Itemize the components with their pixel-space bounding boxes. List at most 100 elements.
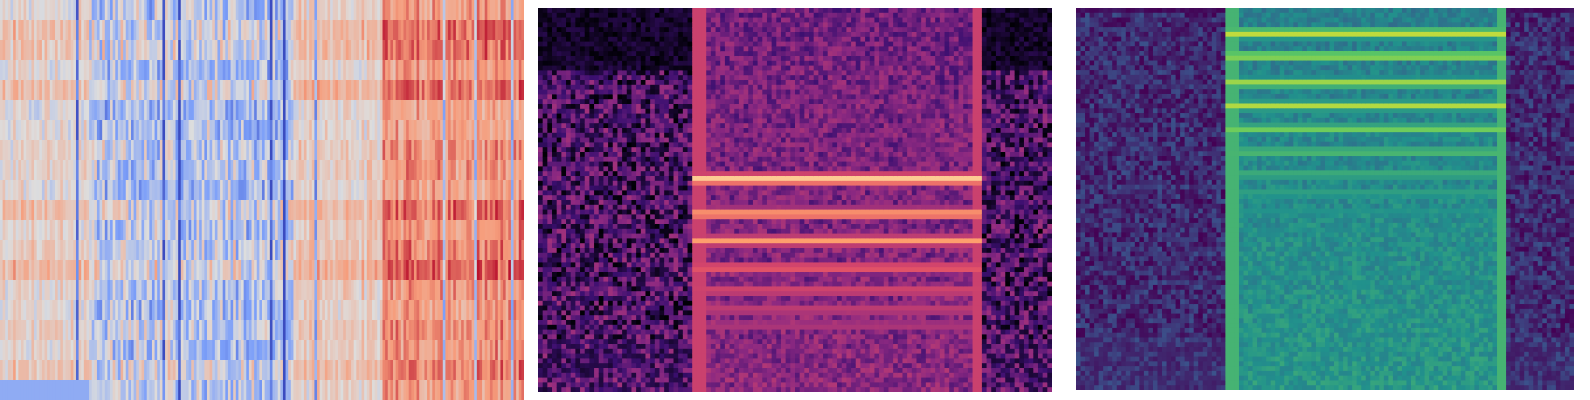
spectrogram-cell xyxy=(552,84,558,91)
heatmap-cell xyxy=(448,200,452,221)
spectrogram-cell xyxy=(594,137,600,143)
heatmap-cell xyxy=(102,100,106,121)
spectrogram-cell xyxy=(538,248,544,254)
heatmap-cell xyxy=(259,220,263,241)
spectrogram-cell xyxy=(542,291,548,297)
heatmap-cell xyxy=(497,260,502,281)
heatmap-cell xyxy=(505,60,509,81)
heatmap-cell xyxy=(492,180,496,201)
heatmap-cell xyxy=(393,320,397,341)
heatmap-cell xyxy=(429,60,433,81)
heatmap-cell xyxy=(495,260,499,281)
heatmap-cell xyxy=(60,340,64,361)
spectrogram-cell xyxy=(589,190,595,196)
heatmap-cell xyxy=(398,20,402,41)
heatmap-cell xyxy=(117,240,122,261)
heatmap-cell xyxy=(303,180,308,201)
spectrogram-cell xyxy=(594,27,600,33)
heatmap-cell xyxy=(60,320,64,341)
heatmap-cell xyxy=(112,160,116,181)
spectrogram-cell xyxy=(561,80,567,86)
heatmap-cell xyxy=(372,140,376,161)
spectrogram-cell xyxy=(584,152,590,158)
heatmap-cell xyxy=(400,240,405,261)
heatmap-cell xyxy=(39,320,43,341)
heatmap-cell xyxy=(285,360,289,381)
spectrogram-cell xyxy=(538,89,544,95)
heatmap-cell xyxy=(151,120,156,141)
heatmap-cell xyxy=(125,140,129,161)
spectrogram-cell xyxy=(538,142,544,148)
spectrogram-cell xyxy=(580,46,586,52)
heatmap-cell xyxy=(262,180,266,201)
heatmap-cell xyxy=(267,280,271,301)
spectrogram-cell xyxy=(584,252,590,259)
heatmap-cell xyxy=(390,300,394,321)
heatmap-cell xyxy=(241,140,245,161)
heatmap-cell xyxy=(301,180,305,201)
heatmap-cell xyxy=(434,120,439,141)
spectrogram-cell xyxy=(552,8,558,14)
heatmap-cell xyxy=(146,260,150,281)
heatmap-cell xyxy=(327,380,331,400)
heatmap-cell xyxy=(450,360,454,381)
heatmap-cell xyxy=(461,180,465,201)
heatmap-cell xyxy=(377,280,381,301)
spectrogram-cell xyxy=(552,219,558,225)
heatmap-cell xyxy=(112,220,116,241)
heatmap-cell xyxy=(429,320,433,341)
heatmap-cell xyxy=(429,180,433,201)
heatmap-cell xyxy=(235,280,240,301)
heatmap-cell xyxy=(248,300,253,321)
spectrogram-cell xyxy=(552,195,558,201)
heatmap-cell xyxy=(125,340,129,361)
heatmap-cell xyxy=(377,360,381,381)
heatmap-cell xyxy=(319,60,323,81)
heatmap-cell xyxy=(303,340,308,361)
heatmap-cell xyxy=(361,380,365,400)
spectrogram-cell xyxy=(589,94,595,100)
heatmap-cell xyxy=(115,80,119,101)
heatmap-cell xyxy=(233,220,237,241)
heatmap-cell xyxy=(235,140,240,161)
heatmap-cell xyxy=(317,80,321,101)
heatmap-cell xyxy=(440,140,444,161)
heatmap-cell xyxy=(133,320,137,341)
heatmap-cell xyxy=(186,280,190,301)
heatmap-cell xyxy=(322,320,326,341)
heatmap-cell xyxy=(474,220,478,241)
heatmap-cell xyxy=(324,0,329,21)
heatmap-cell xyxy=(382,40,386,61)
heatmap-cell xyxy=(330,160,334,181)
heatmap-cell xyxy=(110,360,114,381)
heatmap-cell xyxy=(518,80,522,101)
heatmap-cell xyxy=(15,60,19,81)
heatmap-cell xyxy=(125,160,129,181)
heatmap-cell xyxy=(157,80,161,101)
spectrogram-cell xyxy=(570,305,576,311)
heatmap-cell xyxy=(128,240,132,261)
heatmap-cell xyxy=(44,380,48,400)
heatmap-cell xyxy=(398,220,402,241)
heatmap-cell xyxy=(141,360,145,381)
spectrogram-cell xyxy=(580,238,586,244)
heatmap-cell xyxy=(13,100,17,121)
heatmap-cell xyxy=(65,60,69,81)
heatmap-cell xyxy=(508,80,512,101)
heatmap-cell xyxy=(374,280,378,301)
spectrogram-cell xyxy=(538,56,544,62)
heatmap-cell xyxy=(246,200,250,221)
heatmap-cell xyxy=(463,240,467,261)
heatmap-cell xyxy=(123,340,127,361)
heatmap-cell xyxy=(199,240,203,261)
heatmap-cell xyxy=(241,20,245,41)
heatmap-cell xyxy=(489,100,494,121)
heatmap-cell xyxy=(293,320,297,341)
spectrogram-cell xyxy=(575,204,581,211)
heatmap-cell xyxy=(248,40,253,61)
heatmap-cell xyxy=(146,240,150,261)
heatmap-cell xyxy=(206,240,211,261)
spectrogram-cell xyxy=(538,252,544,259)
heatmap-cell xyxy=(230,200,234,221)
heatmap-cell xyxy=(26,280,30,301)
